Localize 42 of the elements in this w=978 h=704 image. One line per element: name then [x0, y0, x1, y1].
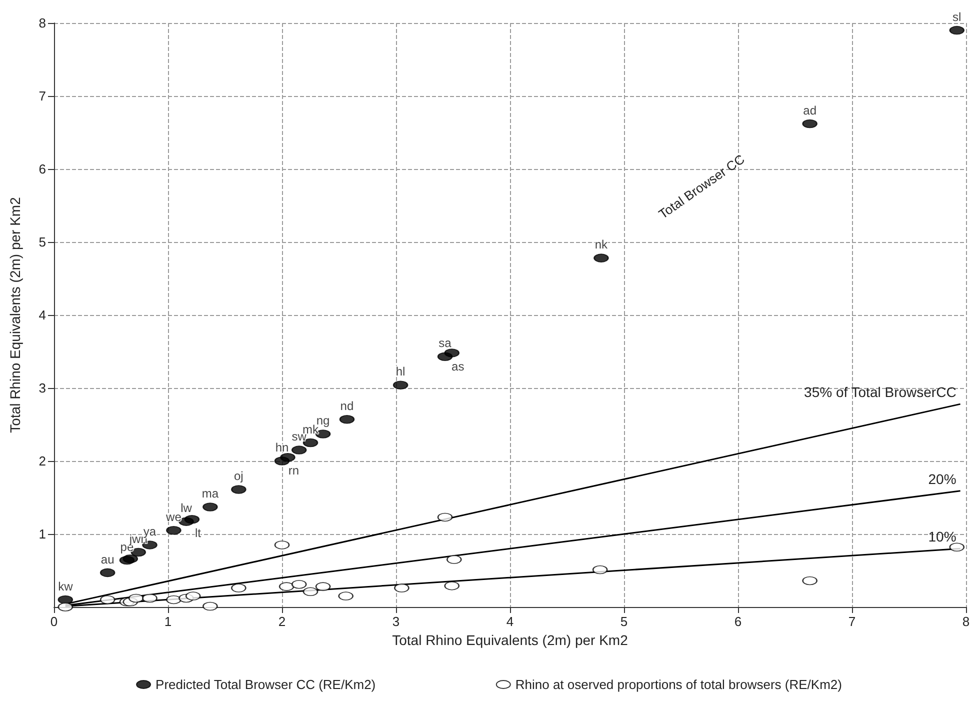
series-label: 20% [928, 470, 956, 487]
data-label: lt [194, 526, 202, 540]
x-tick-label: 3 [392, 614, 400, 629]
x-tick-label: 2 [278, 614, 286, 629]
data-label: lw [180, 501, 192, 516]
data-label: nd [340, 399, 354, 414]
x-tick-label: 1 [164, 614, 172, 629]
data-label: ng [316, 414, 330, 428]
data-label: kw [58, 579, 74, 594]
data-label: sl [952, 10, 962, 24]
data-label: hl [396, 364, 406, 379]
x-axis-title: Total Rhino Equivalents (2m) per Km2 [392, 632, 628, 648]
data-label: we [165, 510, 182, 524]
data-label: rn [288, 464, 300, 478]
data-label: sa [438, 336, 452, 350]
series-label: 35% of Total BrowserCC [804, 384, 956, 400]
y-tick-label: 2 [38, 454, 46, 468]
y-tick-label: 7 [38, 88, 46, 104]
data-label: ad [803, 103, 816, 118]
data-label: sw [292, 430, 307, 444]
x-tick-label: 7 [848, 614, 856, 629]
data-label: as [452, 359, 464, 374]
x-tick-label: 5 [620, 614, 628, 629]
x-tick-label: 8 [962, 614, 970, 629]
legend-label: Predicted Total Browser CC (RE/Km2) [156, 677, 376, 692]
y-tick-label: 6 [38, 162, 46, 176]
y-tick-label: 3 [38, 380, 46, 396]
x-tick-label: 6 [734, 614, 742, 629]
data-label: au [100, 552, 114, 566]
data-label: ma [202, 486, 219, 501]
y-tick-label: 1 [38, 526, 46, 542]
x-tick-label: 0 [50, 614, 58, 629]
legend-label: Rhino at oserved proportions of total browsers (RE/Km2) [515, 677, 842, 692]
data-label: nk [594, 238, 609, 252]
x-tick-label: 4 [506, 614, 514, 629]
data-label: oj [234, 469, 244, 484]
y-axis-title: Total Rhino Equivalents (2m) per Km2 [7, 196, 23, 433]
y-tick-label: 5 [38, 234, 46, 250]
y-tick-label: 4 [38, 308, 46, 322]
y-tick-label: 8 [38, 16, 46, 30]
series-label: 10% [928, 528, 956, 545]
data-label: hn [275, 440, 289, 455]
